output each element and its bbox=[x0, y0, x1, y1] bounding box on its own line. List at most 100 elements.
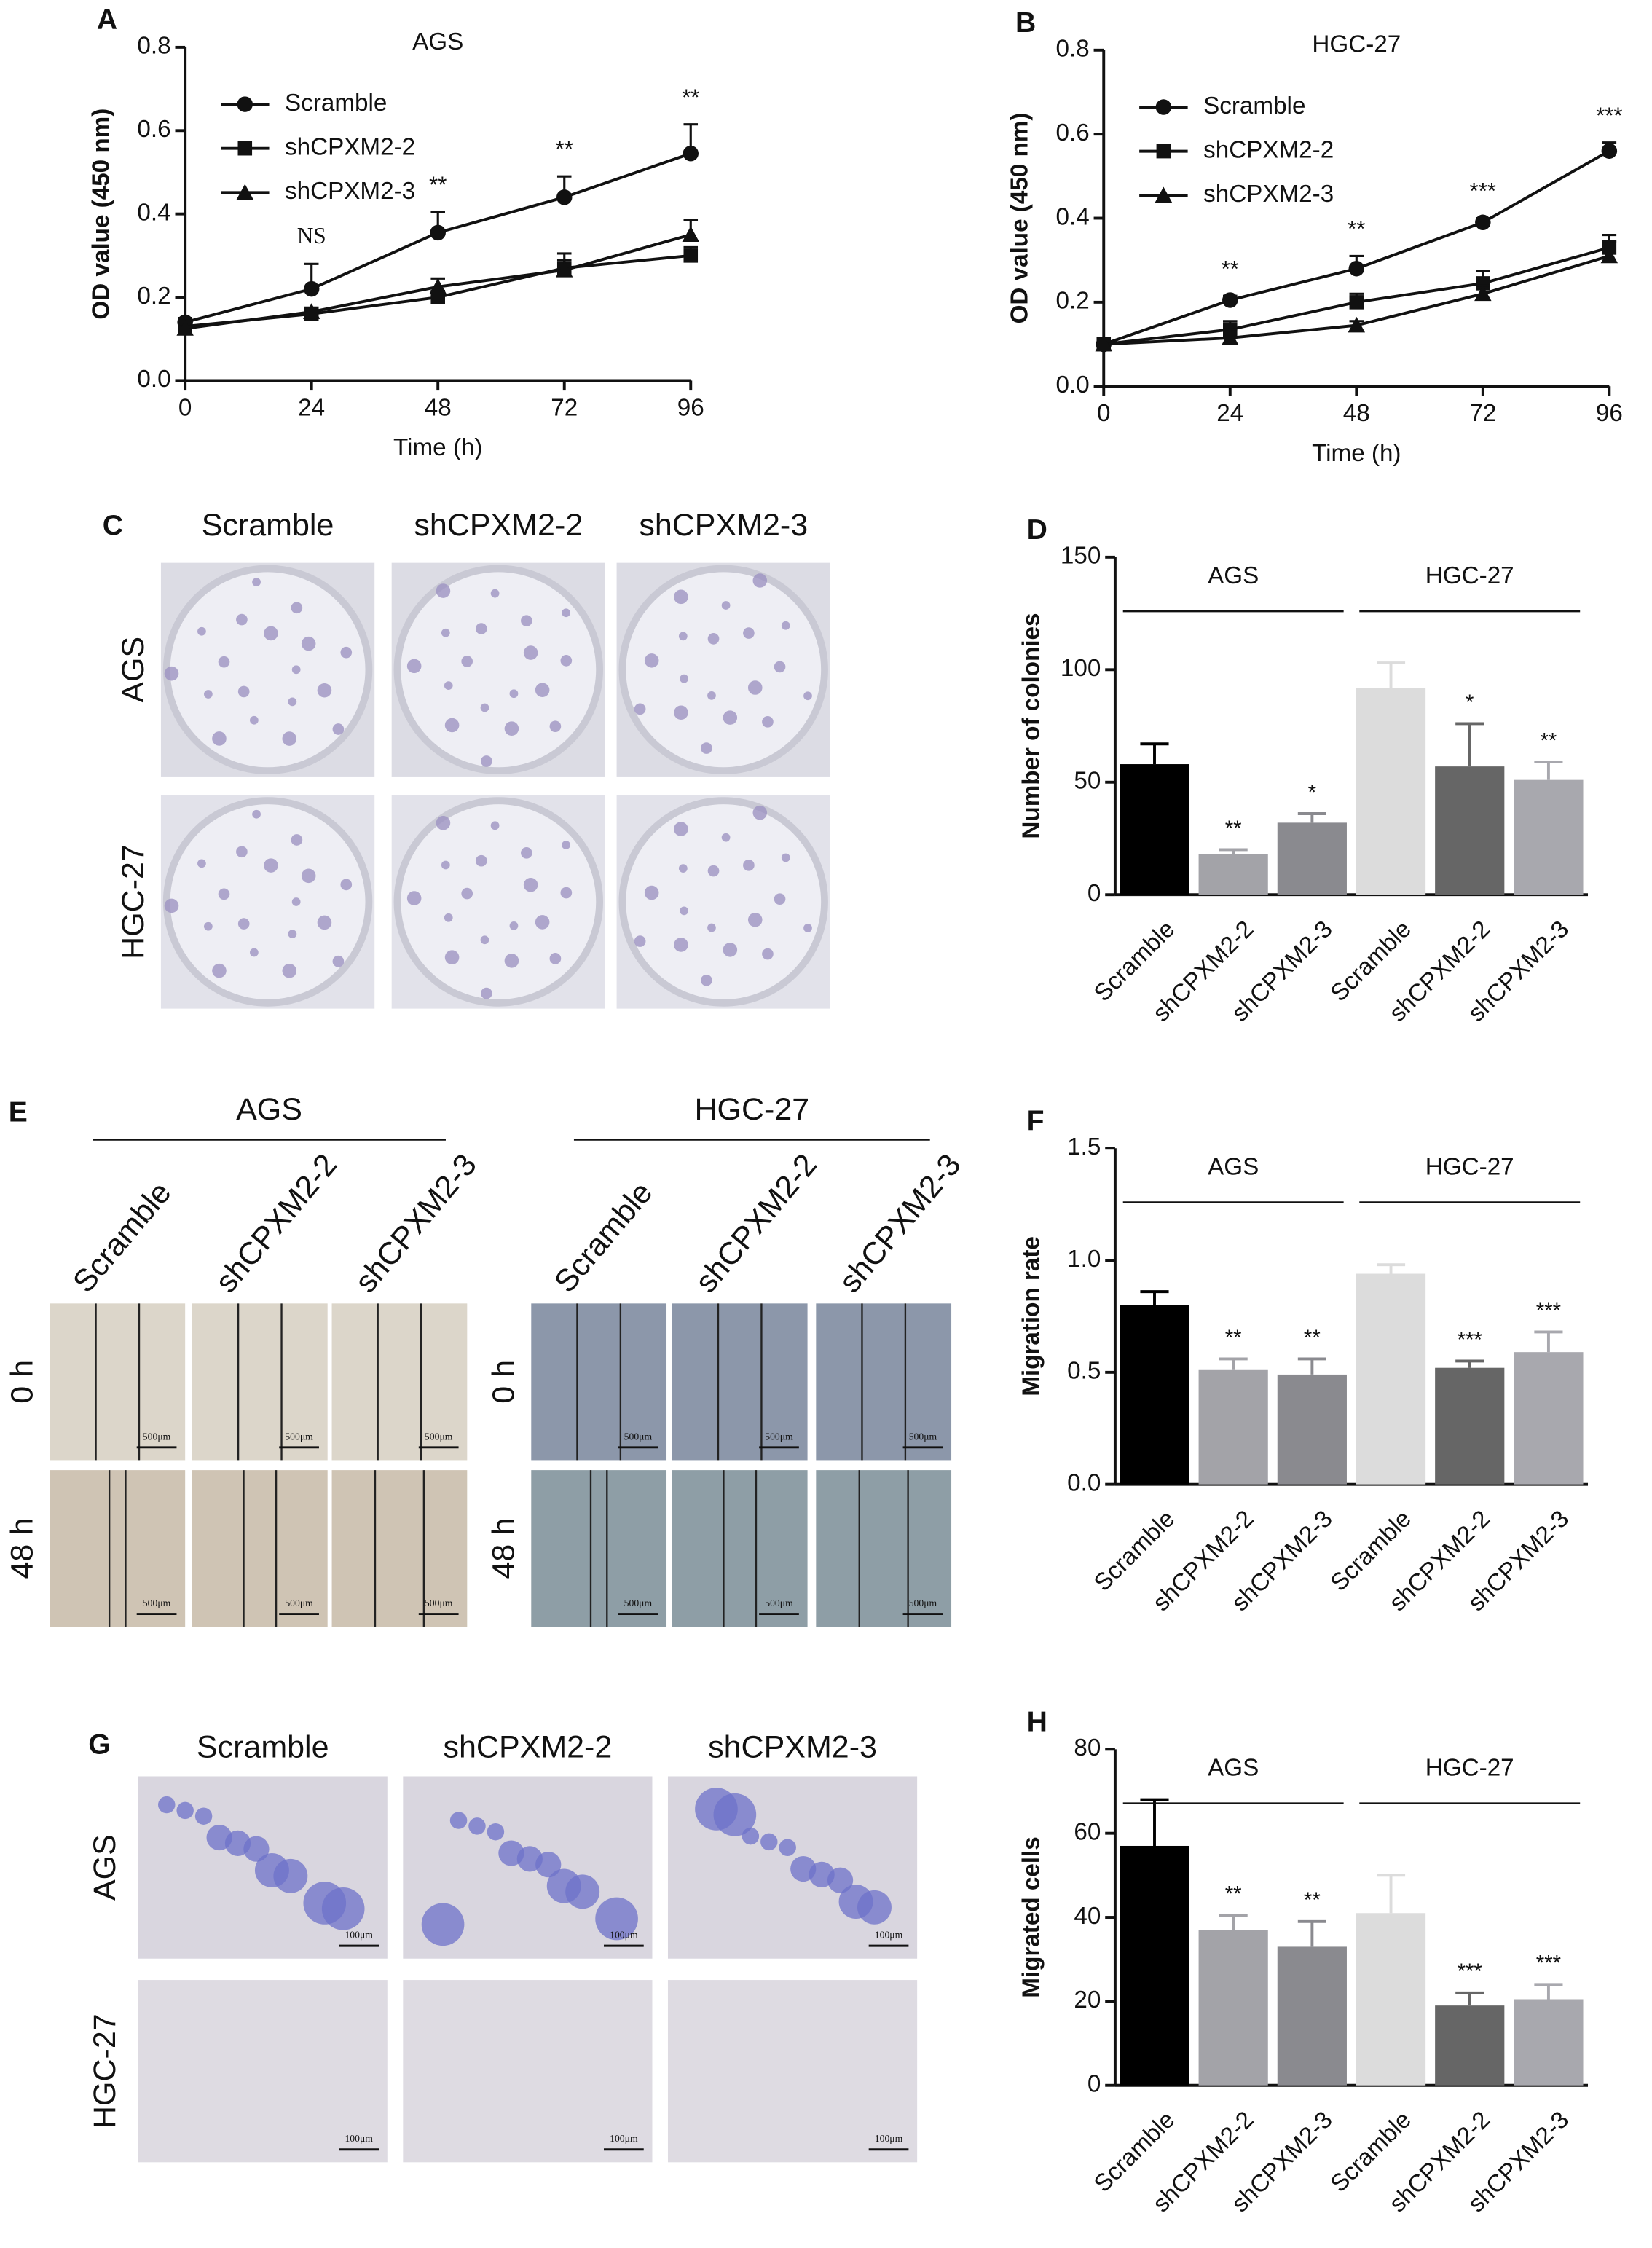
marker bbox=[237, 96, 253, 112]
y-axis-label: OD value (450 nm) bbox=[88, 109, 115, 320]
micrograph bbox=[531, 1303, 667, 1461]
colony bbox=[197, 859, 206, 868]
y-axis-label: Number of colonies bbox=[1018, 613, 1045, 838]
column-label: shCPXM2-3 bbox=[348, 1147, 484, 1299]
bar bbox=[1514, 1352, 1584, 1485]
y-tick-label: 0.0 bbox=[1067, 1469, 1101, 1496]
row-label: AGS bbox=[87, 1834, 122, 1901]
colony bbox=[475, 854, 487, 867]
colony bbox=[444, 950, 460, 964]
colony bbox=[197, 626, 206, 636]
error-bar bbox=[1219, 1914, 1248, 1930]
error-bar bbox=[1140, 1290, 1169, 1305]
scale-bar-label: 500μm bbox=[624, 1431, 653, 1442]
bar bbox=[1120, 1845, 1189, 2086]
stained-cells bbox=[760, 1833, 778, 1851]
legend-label: shCPXM2-2 bbox=[1203, 136, 1334, 163]
y-tick-label: 100 bbox=[1061, 655, 1101, 682]
colony bbox=[504, 721, 519, 736]
stained-cells bbox=[176, 1801, 194, 1820]
colony bbox=[252, 578, 261, 586]
colony bbox=[644, 885, 659, 900]
stained-cells bbox=[595, 1897, 638, 1941]
colony bbox=[701, 742, 712, 754]
colony bbox=[747, 912, 763, 927]
colony bbox=[680, 906, 688, 916]
colony bbox=[291, 665, 301, 675]
legend-label: shCPXM2-2 bbox=[285, 133, 415, 160]
group-label: HGC-27 bbox=[1425, 562, 1514, 589]
significance: ** bbox=[1304, 1888, 1321, 1912]
bar bbox=[1277, 1374, 1347, 1485]
colony bbox=[678, 632, 688, 641]
colony bbox=[549, 720, 562, 732]
marker bbox=[429, 278, 447, 294]
colony bbox=[236, 846, 248, 858]
colony bbox=[644, 653, 659, 668]
y-tick-label: 0 bbox=[1087, 880, 1101, 907]
error-bar bbox=[1377, 1263, 1406, 1274]
marker bbox=[1348, 316, 1366, 333]
group-label: AGS bbox=[236, 1092, 302, 1127]
colony bbox=[774, 893, 786, 905]
colony bbox=[461, 887, 473, 900]
x-axis-label: Time (h) bbox=[1312, 440, 1401, 467]
marker bbox=[303, 280, 320, 297]
marker bbox=[1475, 214, 1491, 231]
x-tick-label: 48 bbox=[1343, 400, 1370, 427]
colony bbox=[781, 853, 790, 862]
micrograph bbox=[403, 1980, 653, 2163]
colony bbox=[549, 953, 562, 964]
significance: *** bbox=[1458, 1960, 1482, 1984]
colony bbox=[444, 681, 453, 690]
significance: * bbox=[1466, 691, 1474, 715]
colony bbox=[204, 690, 213, 699]
colony bbox=[264, 626, 278, 641]
significance: ** bbox=[1225, 1326, 1242, 1350]
bar bbox=[1198, 1930, 1268, 2086]
panel-letter: D bbox=[1027, 514, 1047, 546]
colony bbox=[701, 974, 712, 986]
scale-bar-label: 500μm bbox=[425, 1431, 453, 1442]
x-tick-label: 72 bbox=[551, 394, 578, 421]
colony bbox=[521, 615, 532, 626]
error-bar bbox=[1455, 722, 1484, 767]
colony bbox=[743, 859, 755, 871]
colony bbox=[288, 697, 297, 707]
bar bbox=[1435, 2005, 1505, 2086]
bar bbox=[1198, 1369, 1268, 1485]
micrograph bbox=[331, 1470, 468, 1627]
y-tick-label: 0 bbox=[1087, 2071, 1101, 2098]
micrograph bbox=[192, 1470, 328, 1627]
panel-letter: E bbox=[9, 1097, 28, 1128]
scale-bar-label: 500μm bbox=[624, 1597, 653, 1608]
colony bbox=[291, 602, 303, 614]
colony bbox=[743, 627, 755, 639]
plate-rim bbox=[393, 565, 604, 775]
colony bbox=[340, 646, 353, 659]
error-bar bbox=[1455, 1359, 1484, 1368]
stained-cells bbox=[535, 1852, 562, 1878]
colony bbox=[475, 623, 487, 634]
colony bbox=[406, 891, 422, 905]
colony bbox=[332, 955, 345, 967]
significance: *** bbox=[1596, 103, 1623, 128]
marker bbox=[556, 189, 573, 205]
y-axis-label: Migrated cells bbox=[1018, 1836, 1045, 1998]
row-label: 0 h bbox=[486, 1360, 521, 1404]
colony bbox=[301, 868, 316, 884]
colony bbox=[762, 716, 774, 728]
legend-label: Scramble bbox=[1203, 93, 1305, 119]
colony bbox=[523, 645, 538, 660]
colony bbox=[212, 731, 227, 746]
colony bbox=[252, 809, 261, 819]
colony bbox=[237, 685, 250, 698]
significance: ** bbox=[682, 85, 699, 110]
panel-letter: B bbox=[1015, 7, 1036, 39]
colony bbox=[521, 847, 532, 859]
chart-title: AGS bbox=[412, 28, 463, 55]
colony bbox=[674, 938, 688, 952]
colony bbox=[436, 583, 451, 598]
stained-cells bbox=[779, 1839, 796, 1856]
row-label: 48 h bbox=[486, 1518, 521, 1579]
